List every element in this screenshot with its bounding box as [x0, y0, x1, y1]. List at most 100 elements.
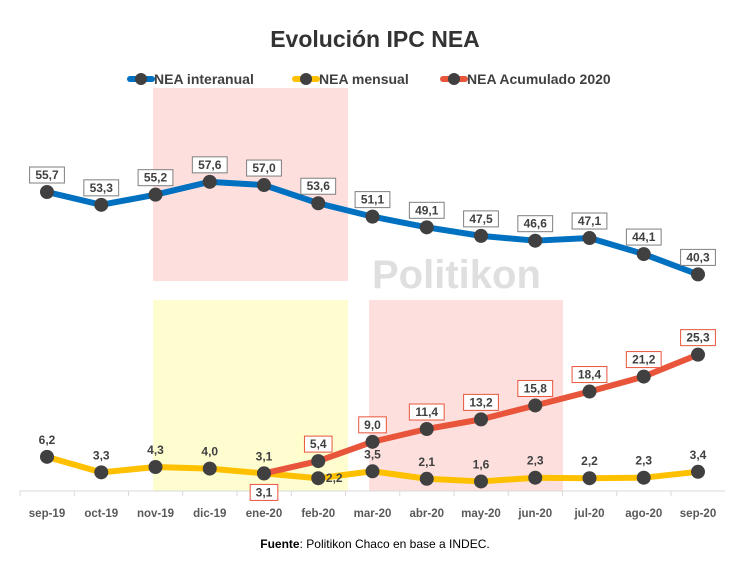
- data-point: [365, 464, 380, 479]
- x-tick-label: jun-20: [517, 508, 552, 520]
- data-label: 51,1: [361, 193, 385, 207]
- data-point: [94, 465, 109, 480]
- data-point: [311, 196, 326, 211]
- data-label: 4,0: [201, 445, 218, 459]
- data-label: 13,2: [469, 395, 493, 409]
- data-label: 40,3: [686, 250, 710, 264]
- data-point: [40, 185, 54, 200]
- data-label-box: [300, 177, 337, 195]
- data-label-box: [354, 191, 391, 209]
- data-label-box: [571, 366, 608, 384]
- legend-marker: [448, 73, 460, 85]
- data-point: [257, 466, 271, 481]
- data-label: 3,1: [256, 449, 273, 463]
- data-label: 47,5: [469, 212, 493, 226]
- data-point: [311, 471, 326, 486]
- x-tick-label: oct-19: [84, 508, 118, 520]
- data-label: 3,4: [690, 448, 707, 462]
- data-label-box: [463, 393, 499, 411]
- data-label-box: [680, 248, 716, 266]
- data-label: 21,2: [632, 353, 656, 367]
- data-label-box: [358, 416, 387, 434]
- source-text: : Politikon Chaco en base a INDEC.: [300, 537, 490, 551]
- legend-marker: [135, 73, 147, 85]
- data-label: 5,4: [310, 437, 327, 451]
- data-label: 3,5: [364, 447, 381, 461]
- data-label: 47,1: [578, 214, 602, 228]
- data-label: 2,3: [527, 454, 544, 468]
- data-label: 9,0: [364, 418, 381, 432]
- data-point: [636, 470, 651, 485]
- data-label: 53,6: [307, 179, 331, 193]
- data-point: [582, 471, 597, 486]
- data-point: [419, 471, 434, 486]
- legend-label: NEA interanual: [154, 71, 254, 87]
- watermark: Politikon: [372, 253, 541, 297]
- data-point: [474, 474, 488, 489]
- data-label: 55,7: [35, 168, 59, 182]
- data-point: [528, 398, 543, 413]
- data-point: [311, 454, 326, 469]
- data-point: [148, 187, 163, 202]
- series-group: 6,2 3,3 4,3 4,0 3,1 2,2 3,5 2,1 1,6 2,3 2,2 2,3 3,4 3…: [29, 156, 716, 501]
- data-label: 44,1: [632, 230, 656, 244]
- data-label-box: [463, 210, 499, 228]
- data-point: [202, 461, 217, 476]
- legend-marker: [300, 73, 312, 85]
- data-label: 53,3: [90, 181, 114, 195]
- data-point: [419, 422, 434, 437]
- data-point: [202, 174, 217, 189]
- x-tick-label: mar-20: [354, 508, 392, 520]
- data-label: 3,1: [256, 485, 273, 499]
- legend: NEA interanual NEA mensual NEA Acumulado 2…: [127, 71, 611, 87]
- data-point: [528, 233, 543, 248]
- chart-title: Evolución IPC NEA: [270, 26, 480, 52]
- data-label-box: [408, 201, 445, 219]
- data-point: [636, 369, 651, 384]
- data-point: [474, 228, 488, 243]
- data-label-box: [246, 159, 282, 177]
- data-label-box: [137, 169, 174, 187]
- data-label: 49,1: [415, 203, 439, 217]
- data-point: [257, 178, 271, 193]
- x-tick-label: feb-20: [301, 508, 335, 520]
- data-point: [582, 384, 597, 399]
- x-tick-label: nov-19: [137, 508, 174, 520]
- data-point: [528, 470, 543, 485]
- data-point: [636, 247, 651, 262]
- data-label: 3,3: [93, 448, 110, 462]
- data-label: 4,3: [147, 443, 164, 457]
- source-bold: Fuente: [260, 537, 300, 551]
- data-point: [474, 412, 488, 427]
- data-label-box: [249, 483, 279, 501]
- data-label: 2,1: [418, 455, 435, 469]
- data-label-box: [625, 228, 662, 246]
- x-tick-label: sep-20: [680, 508, 716, 520]
- data-label-box: [517, 215, 554, 233]
- x-tick-label: may-20: [461, 508, 501, 520]
- x-tick-label: jul-20: [573, 508, 604, 520]
- data-label: 6,2: [39, 433, 56, 447]
- x-tick-label: dic-19: [193, 508, 226, 520]
- source-note: Fuente: Politikon Chaco en base a INDEC.: [260, 537, 489, 551]
- data-label: 1,6: [473, 457, 490, 471]
- data-point: [691, 347, 705, 362]
- data-label: 15,8: [524, 381, 548, 395]
- data-label: 57,0: [252, 161, 276, 175]
- data-label: 57,6: [198, 158, 222, 172]
- data-label-box: [571, 212, 608, 230]
- data-point: [40, 449, 54, 464]
- data-label: 46,6: [524, 217, 548, 231]
- data-label-box: [680, 329, 716, 347]
- data-label: 2,2: [581, 454, 598, 468]
- x-tick-label: ago-20: [625, 508, 662, 520]
- data-label: 2,3: [635, 454, 652, 468]
- data-label-box: [408, 403, 445, 421]
- legend-label: NEA Acumulado 2020: [467, 71, 611, 87]
- data-point: [365, 434, 380, 449]
- data-label-box: [303, 435, 333, 453]
- data-label: 18,4: [578, 368, 602, 382]
- x-axis-ticks: sep-19 oct-19 nov-19 dic-19 ene-20 feb-20 mar-…: [19, 491, 716, 520]
